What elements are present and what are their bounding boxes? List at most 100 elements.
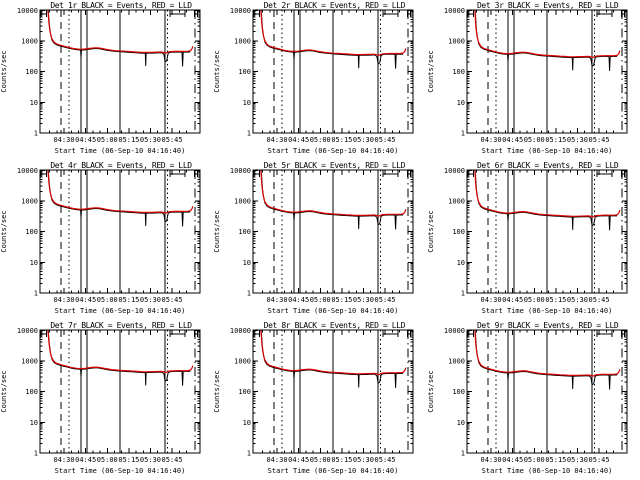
x-tick-label: 04:45	[288, 136, 309, 144]
events-offscale-mark	[40, 330, 47, 337]
x-tick-label: 05:45	[375, 456, 396, 464]
x-tick-label: 04:30	[480, 456, 501, 464]
events-offscale-mark	[596, 170, 613, 177]
y-tick-label: 10000	[444, 167, 465, 175]
events-offscale-mark	[40, 10, 47, 17]
x-tick-label: 05:45	[588, 456, 609, 464]
events-offscale-mark	[169, 170, 186, 177]
y-tick-label: 1000	[21, 197, 38, 205]
events-offscale-mark	[382, 10, 399, 17]
x-tick-label: 05:15	[332, 136, 353, 144]
x-tick-label: 05:30	[567, 296, 588, 304]
detector-panel-det-6r: Det 6r BLACK = Events, RED = LLD 04:30 04:…	[427, 160, 640, 320]
lld-curve	[47, 170, 194, 214]
y-tick-label: 10000	[17, 7, 38, 15]
events-offscale-mark	[407, 170, 412, 177]
count-rate-plot: 04:30 04:45 05:00 05:15 05:30 05:45 1 10 100 1000…	[427, 327, 628, 475]
panel-title: Det 6r BLACK = Events, RED = LLD	[476, 161, 619, 170]
y-tick-label: 10000	[230, 327, 251, 335]
x-axis-label: Start Time (06-Sep-10 04:16:40)	[55, 467, 186, 475]
events-offscale-mark	[620, 10, 625, 17]
x-tick-label: 05:00	[97, 136, 118, 144]
x-tick-label: 05:30	[140, 456, 161, 464]
detector-panel-det-1r: Det 1r BLACK = Events, RED = LLD 04:30 04:…	[0, 0, 213, 160]
y-tick-label: 10000	[17, 327, 38, 335]
x-tick-label: 05:45	[375, 136, 396, 144]
y-tick-label: 1000	[234, 37, 251, 45]
y-tick-label: 10	[30, 99, 38, 107]
count-rate-plot: 04:30 04:45 05:00 05:15 05:30 05:45 1 10 100 1000…	[427, 167, 628, 315]
events-curve	[261, 330, 404, 388]
y-tick-label: 100	[25, 388, 38, 396]
x-tick-label: 05:00	[97, 296, 118, 304]
x-tick-label: 04:30	[54, 136, 75, 144]
lld-curve	[47, 10, 194, 54]
detector-panel-det-7r: Det 7r BLACK = Events, RED = LLD 04:30 04:…	[0, 320, 213, 480]
y-tick-label: 10000	[444, 327, 465, 335]
x-tick-label: 05:45	[162, 136, 183, 144]
x-tick-label: 05:30	[353, 456, 374, 464]
detector-panel-det-9r: Det 9r BLACK = Events, RED = LLD 04:30 04:…	[427, 320, 640, 480]
y-tick-label: 10	[456, 259, 464, 267]
y-tick-label: 1	[247, 290, 251, 298]
x-tick-label: 04:45	[288, 296, 309, 304]
x-tick-label: 05:30	[140, 296, 161, 304]
y-tick-label: 1	[34, 290, 38, 298]
x-tick-label: 04:45	[75, 136, 96, 144]
x-tick-label: 05:45	[375, 296, 396, 304]
x-tick-label: 05:15	[118, 296, 139, 304]
x-tick-label: 05:30	[567, 456, 588, 464]
lld-curve	[473, 10, 621, 59]
x-tick-label: 05:15	[332, 456, 353, 464]
panel-title: Det 4r BLACK = Events, RED = LLD	[50, 161, 192, 170]
x-axis-label: Start Time (06-Sep-10 04:16:40)	[268, 307, 399, 315]
y-axis-label: Counts/sec	[427, 370, 435, 412]
x-tick-label: 04:30	[267, 456, 288, 464]
y-tick-label: 100	[239, 228, 252, 236]
events-curve	[47, 330, 191, 386]
x-tick-label: 05:15	[118, 456, 139, 464]
events-curve	[261, 170, 404, 230]
lld-curve	[473, 170, 621, 218]
y-tick-label: 100	[452, 228, 465, 236]
events-curve	[47, 170, 191, 227]
x-tick-label: 05:15	[118, 136, 139, 144]
y-axis-label: Counts/sec	[213, 210, 221, 252]
x-tick-label: 04:30	[480, 296, 501, 304]
y-tick-label: 1000	[448, 197, 465, 205]
y-tick-label: 10000	[230, 7, 251, 15]
panel-title: Det 8r BLACK = Events, RED = LLD	[263, 321, 406, 330]
count-rate-plot: 04:30 04:45 05:00 05:15 05:30 05:45 1 10 100 1000…	[0, 7, 201, 155]
panel-title: Det 5r BLACK = Events, RED = LLD	[263, 161, 406, 170]
x-tick-label: 04:45	[502, 296, 523, 304]
events-offscale-mark	[194, 10, 199, 17]
x-tick-label: 04:45	[502, 136, 523, 144]
x-tick-label: 05:00	[523, 296, 544, 304]
x-tick-label: 05:15	[545, 136, 566, 144]
events-offscale-mark	[169, 10, 186, 17]
events-curve	[47, 10, 191, 67]
y-tick-label: 10000	[17, 167, 38, 175]
events-offscale-mark	[40, 170, 47, 177]
y-tick-label: 100	[239, 68, 252, 76]
events-curve	[474, 170, 617, 231]
lld-curve	[260, 330, 407, 376]
x-axis-label: Start Time (06-Sep-10 04:16:40)	[55, 307, 186, 315]
x-tick-label: 05:30	[353, 136, 374, 144]
x-tick-label: 05:45	[588, 296, 609, 304]
lld-curve	[260, 10, 407, 56]
y-tick-label: 100	[25, 228, 38, 236]
detector-panel-det-2r: Det 2r BLACK = Events, RED = LLD 04:30 04:…	[213, 0, 426, 160]
y-axis-label: Counts/sec	[0, 370, 8, 412]
events-offscale-mark	[596, 10, 613, 17]
x-tick-label: 04:45	[75, 296, 96, 304]
y-tick-label: 1	[460, 130, 464, 138]
x-axis-label: Start Time (06-Sep-10 04:16:40)	[481, 467, 612, 475]
x-axis-label: Start Time (06-Sep-10 04:16:40)	[55, 147, 186, 155]
y-tick-label: 100	[452, 68, 465, 76]
x-tick-label: 05:30	[140, 136, 161, 144]
x-tick-label: 05:45	[588, 136, 609, 144]
y-axis-label: Counts/sec	[213, 50, 221, 92]
x-axis-label: Start Time (06-Sep-10 04:16:40)	[268, 467, 399, 475]
